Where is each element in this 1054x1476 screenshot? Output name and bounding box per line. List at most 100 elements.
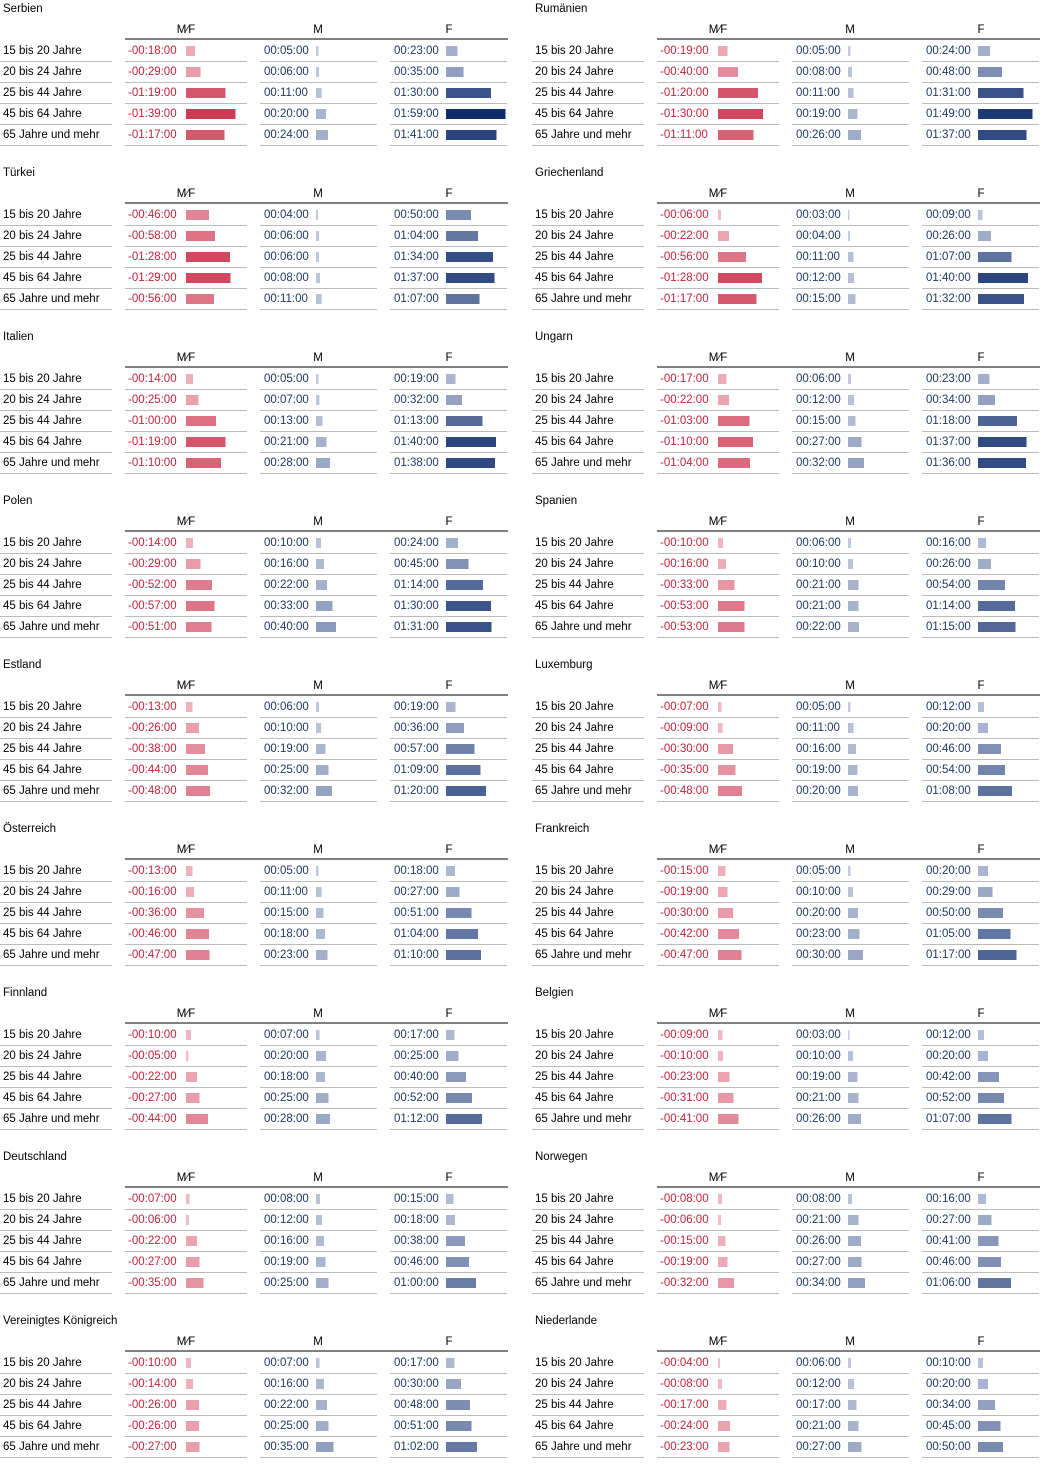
row-label: 25 bis 44 Jahre: [535, 251, 614, 263]
value-label: 00:07:00: [264, 1029, 309, 1041]
value-label: 00:10:00: [926, 1357, 971, 1369]
value-label: -00:46:00: [128, 928, 177, 940]
bar: [446, 231, 478, 241]
bar: [978, 1051, 988, 1061]
value-label: 00:07:00: [264, 394, 309, 406]
value-label: -00:18:00: [128, 45, 177, 57]
row-label: 20 bis 24 Jahre: [3, 66, 82, 78]
value-label: -01:17:00: [660, 293, 709, 305]
value-label: 00:20:00: [926, 722, 971, 734]
value-label: 00:46:00: [926, 1256, 971, 1268]
column-header: F: [977, 24, 984, 36]
bar: [316, 46, 319, 56]
column-header: M∕F: [177, 1336, 196, 1348]
row-label: 15 bis 20 Jahre: [535, 1029, 614, 1041]
bar: [848, 765, 858, 775]
value-label: 00:05:00: [796, 701, 841, 713]
bar: [718, 580, 735, 590]
column-header: M∕F: [177, 1172, 196, 1184]
column-header: M: [313, 352, 323, 364]
row-label: 15 bis 20 Jahre: [3, 1029, 82, 1041]
row-label: 65 Jahre und mehr: [535, 785, 632, 797]
panel-title: Griechenland: [535, 167, 603, 179]
bar: [978, 210, 983, 220]
column-header: M: [313, 516, 323, 528]
bar: [848, 252, 854, 262]
column-header: M: [845, 188, 855, 200]
value-label: 01:15:00: [926, 621, 971, 633]
value-label: 00:17:00: [394, 1029, 439, 1041]
row-label: 15 bis 20 Jahre: [535, 701, 614, 713]
bar: [316, 622, 336, 632]
bar: [446, 1051, 459, 1061]
bar: [848, 929, 860, 939]
value-label: -01:28:00: [660, 272, 709, 284]
bar: [718, 231, 729, 241]
row-label: 45 bis 64 Jahre: [535, 1420, 614, 1432]
value-label: 00:05:00: [796, 865, 841, 877]
value-label: -00:51:00: [128, 621, 177, 633]
value-label: 01:40:00: [926, 272, 971, 284]
bar: [848, 1030, 850, 1040]
value-label: 00:33:00: [264, 600, 309, 612]
row-label: 45 bis 64 Jahre: [3, 600, 82, 612]
row-label: 65 Jahre und mehr: [535, 129, 632, 141]
value-label: -00:57:00: [128, 600, 177, 612]
bar: [186, 130, 225, 140]
value-label: 00:16:00: [926, 537, 971, 549]
bar: [316, 559, 324, 569]
bar: [718, 1400, 727, 1410]
bar: [316, 210, 318, 220]
value-label: -01:39:00: [128, 108, 177, 120]
column-header: F: [445, 24, 452, 36]
bar: [316, 929, 325, 939]
value-label: 00:10:00: [264, 537, 309, 549]
bar: [446, 887, 460, 897]
bar: [718, 765, 736, 775]
row-label: 20 bis 24 Jahre: [3, 558, 82, 570]
bar: [848, 1114, 861, 1124]
panel-title: Estland: [3, 659, 41, 671]
bar: [718, 559, 726, 569]
value-label: -00:27:00: [128, 1092, 177, 1104]
value-label: -00:16:00: [660, 558, 709, 570]
value-label: -00:48:00: [128, 785, 177, 797]
column-header: M∕F: [177, 188, 196, 200]
row-label: 15 bis 20 Jahre: [3, 45, 82, 57]
value-label: 00:52:00: [394, 1092, 439, 1104]
value-label: 01:30:00: [394, 87, 439, 99]
bar: [718, 1442, 730, 1452]
row-label: 20 bis 24 Jahre: [3, 1050, 82, 1062]
bar: [186, 1030, 191, 1040]
row-label: 45 bis 64 Jahre: [3, 928, 82, 940]
value-label: -00:10:00: [660, 537, 709, 549]
value-label: 01:05:00: [926, 928, 971, 940]
bar: [978, 1114, 1012, 1124]
row-label: 25 bis 44 Jahre: [3, 579, 82, 591]
bar: [446, 252, 493, 262]
bar: [848, 1093, 859, 1103]
value-label: 01:00:00: [394, 1277, 439, 1289]
bar: [446, 273, 495, 283]
bar: [978, 1358, 983, 1368]
value-label: 00:35:00: [264, 1441, 309, 1453]
column-header: F: [977, 680, 984, 692]
bar: [848, 702, 851, 712]
bar: [186, 723, 199, 733]
bar: [446, 46, 458, 56]
bar: [446, 744, 475, 754]
value-label: 00:11:00: [796, 722, 840, 734]
column-header: M∕F: [709, 24, 728, 36]
value-label: 00:05:00: [264, 373, 309, 385]
value-label: 00:41:00: [926, 1235, 971, 1247]
value-label: -00:40:00: [660, 66, 709, 78]
row-label: 15 bis 20 Jahre: [535, 1193, 614, 1205]
column-header: M∕F: [709, 680, 728, 692]
value-label: 01:20:00: [394, 785, 439, 797]
value-label: -00:16:00: [128, 886, 177, 898]
panel-title: Ungarn: [535, 331, 573, 343]
bar: [848, 294, 856, 304]
column-header: M∕F: [177, 352, 196, 364]
value-label: 00:22:00: [264, 579, 309, 591]
value-label: 00:17:00: [394, 1357, 439, 1369]
